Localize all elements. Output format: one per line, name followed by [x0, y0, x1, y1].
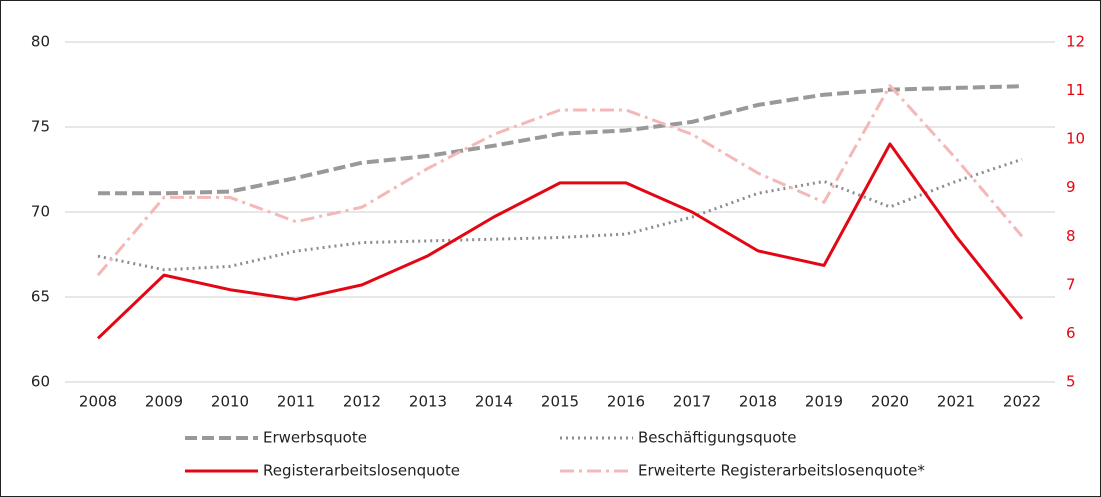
x-tick-label: 2011 — [277, 393, 315, 411]
x-tick-label: 2015 — [541, 393, 579, 411]
legend-label: Beschäftigungsquote — [638, 429, 797, 447]
x-tick-label: 2017 — [673, 393, 711, 411]
y2-tick-label: 12 — [1066, 33, 1085, 51]
y2-tick-label: 9 — [1066, 178, 1076, 196]
x-tick-label: 2020 — [871, 393, 909, 411]
series-line — [96, 84, 1024, 277]
y2-tick-label: 5 — [1066, 373, 1076, 391]
x-tick-label: 2022 — [1003, 393, 1041, 411]
series-line — [96, 142, 1024, 340]
y-tick-label: 75 — [31, 118, 50, 136]
legend-label: Erweiterte Registerarbeitslosenquote* — [638, 462, 925, 480]
y2-tick-label: 7 — [1066, 275, 1076, 293]
x-tick-label: 2008 — [79, 393, 117, 411]
legend-label: Erwerbsquote — [263, 429, 367, 447]
y-tick-label: 70 — [31, 203, 50, 221]
x-tick-label: 2012 — [343, 393, 381, 411]
x-tick-label: 2021 — [937, 393, 975, 411]
x-tick-label: 2009 — [145, 393, 183, 411]
x-tick-label: 2013 — [409, 393, 447, 411]
legend-label: Registerarbeitslosenquote — [263, 462, 460, 480]
series-line — [97, 157, 1023, 272]
x-tick-label: 2016 — [607, 393, 645, 411]
series-line — [98, 84, 1023, 196]
y-tick-label: 80 — [31, 33, 50, 51]
y2-tick-label: 8 — [1066, 227, 1076, 245]
y2-tick-label: 10 — [1066, 130, 1085, 148]
y-tick-label: 60 — [31, 373, 50, 391]
y-tick-label: 65 — [31, 288, 50, 306]
y2-tick-label: 11 — [1066, 81, 1085, 99]
x-tick-label: 2018 — [739, 393, 777, 411]
y2-tick-label: 6 — [1066, 324, 1076, 342]
x-tick-label: 2019 — [805, 393, 843, 411]
x-tick-label: 2010 — [211, 393, 249, 411]
x-tick-label: 2014 — [475, 393, 513, 411]
